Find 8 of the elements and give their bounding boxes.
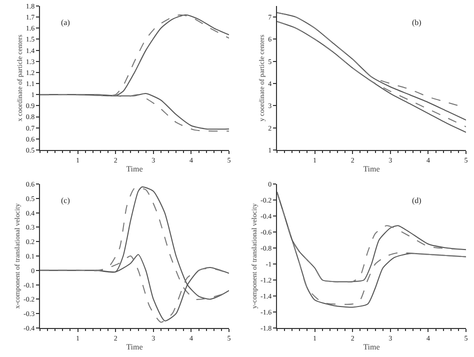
text: (d) <box>412 196 422 205</box>
x-axis-title: Time <box>126 164 144 174</box>
x-axis-title: Time <box>126 342 144 352</box>
text: (c) <box>61 196 70 205</box>
text: (b) <box>412 18 422 27</box>
x-axis-title: Time <box>363 342 380 352</box>
text: (a) <box>61 18 70 27</box>
x-axis-title: Time <box>363 164 380 174</box>
